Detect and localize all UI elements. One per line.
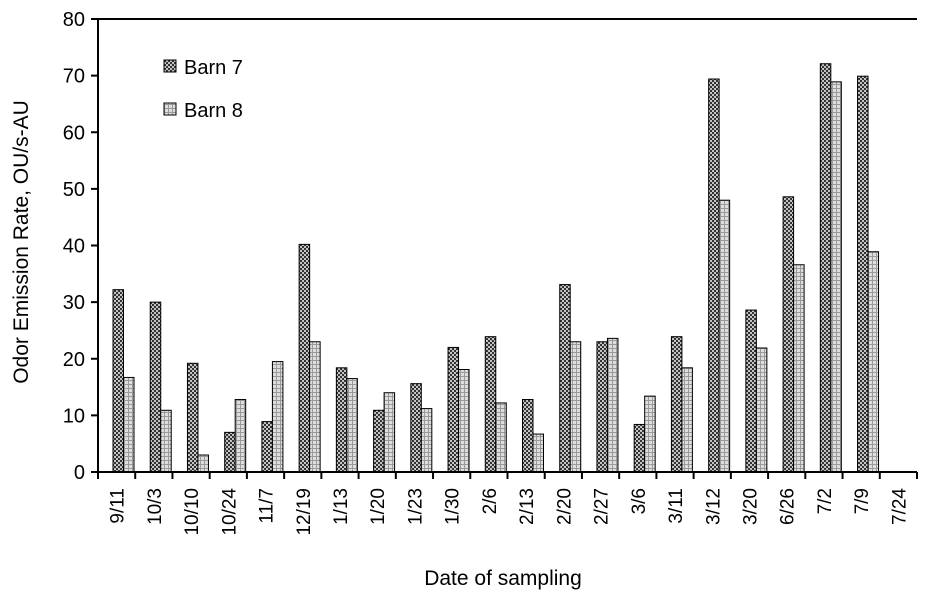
bar-barn-7 — [745, 309, 757, 473]
bar-barn-8 — [681, 367, 693, 473]
bar-barn-8 — [569, 341, 582, 473]
x-tick-label: 12/19 — [294, 488, 315, 536]
bar-barn-7 — [224, 431, 236, 473]
y-tick-label: 70 — [63, 66, 85, 88]
y-tick-label: 0 — [74, 462, 85, 484]
y-tick-labels: 0 10 20 30 40 50 60 70 80 — [63, 9, 85, 484]
bars-layer — [112, 63, 880, 473]
bar-barn-8 — [644, 395, 656, 473]
bar-barn-8 — [309, 341, 321, 473]
x-tick-label: 7/2 — [815, 488, 836, 514]
bar-barn-8 — [346, 378, 358, 473]
bar-barn-7 — [149, 301, 162, 473]
bar-barn-8 — [606, 337, 619, 473]
x-tick-label: 10/3 — [145, 488, 166, 525]
y-tick-label: 80 — [63, 9, 85, 31]
bar-barn-8 — [271, 361, 284, 473]
bar-barn-7 — [186, 362, 199, 473]
bar-barn-8 — [718, 199, 731, 473]
bar-barn-7 — [708, 78, 720, 473]
bar-barn-7 — [522, 399, 534, 473]
legend-label: Barn 7 — [184, 57, 243, 79]
bar-barn-7 — [410, 383, 422, 473]
bar-barn-8 — [867, 251, 880, 473]
y-tick-label: 30 — [63, 292, 85, 314]
x-axis-title: Date of sampling — [424, 567, 582, 590]
bar-barn-8 — [458, 369, 470, 473]
x-tick-label: 3/11 — [666, 488, 687, 524]
x-tick-label: 11/7 — [257, 488, 278, 524]
axes-layer — [91, 18, 918, 479]
legend: Barn 7 Barn 8 — [163, 57, 243, 122]
x-tick-label: 10/24 — [219, 488, 240, 536]
legend-swatch-barn-7 — [163, 59, 177, 73]
bar-barn-7 — [484, 336, 497, 473]
bar-barn-7 — [447, 346, 460, 473]
x-tick-label: 3/20 — [740, 488, 761, 525]
x-tick-label: 10/10 — [182, 488, 203, 536]
y-tick-label: 50 — [63, 179, 85, 201]
x-tick-label: 2/6 — [480, 488, 501, 514]
x-tick-label: 2/20 — [554, 488, 575, 525]
bar-barn-8 — [532, 433, 544, 473]
bar-barn-8 — [197, 454, 209, 473]
bar-barn-7 — [596, 341, 608, 473]
bar-barn-7 — [261, 421, 273, 473]
x-tick-label: 3/6 — [629, 488, 650, 514]
bar-barn-7 — [298, 243, 311, 473]
legend-swatch-barn-8 — [163, 102, 177, 116]
x-tick-label: 1/23 — [405, 488, 426, 525]
bar-barn-7 — [857, 75, 869, 473]
bar-barn-8 — [420, 408, 433, 473]
bar-barn-7 — [335, 367, 348, 473]
y-tick-label: 10 — [63, 405, 85, 427]
bar-barn-7 — [819, 63, 832, 473]
x-tick-label: 1/30 — [443, 488, 464, 525]
x-tick-label: 2/27 — [592, 488, 613, 525]
x-tick-label: 7/9 — [852, 488, 873, 514]
bar-barn-8 — [830, 81, 842, 473]
bar-barn-8 — [495, 402, 507, 473]
y-axis-title: Odor Emission Rate, OU/s-AU — [10, 100, 33, 384]
x-tick-label: 2/13 — [517, 488, 538, 525]
bar-barn-8 — [793, 264, 805, 473]
bar-barn-7 — [112, 289, 124, 473]
x-tick-label: 7/24 — [889, 488, 910, 525]
y-tick-label: 40 — [63, 236, 85, 258]
x-tick-labels: 9/11 10/3 10/10 10/24 11/7 12/19 1/13 1/20 1/23 1… — [108, 488, 911, 536]
x-tick-label: 1/20 — [368, 488, 389, 525]
x-tick-label: 3/12 — [703, 488, 724, 525]
bar-barn-8 — [160, 409, 172, 473]
legend-label: Barn 8 — [184, 100, 243, 122]
bar-barn-7 — [633, 423, 646, 473]
bar-barn-8 — [755, 347, 768, 473]
bar-barn-8 — [234, 399, 247, 473]
bar-barn-7 — [559, 284, 571, 473]
x-tick-label: 1/13 — [331, 488, 352, 525]
x-tick-label: 9/11 — [108, 488, 129, 524]
y-tick-label: 60 — [63, 122, 85, 144]
x-tick-label: 6/26 — [778, 488, 799, 525]
bar-barn-8 — [383, 392, 396, 473]
bar-barn-7 — [373, 409, 385, 473]
bar-barn-7 — [782, 196, 795, 473]
y-tick-label: 20 — [63, 349, 85, 371]
bar-barn-8 — [123, 376, 135, 473]
bar-barn-7 — [670, 336, 683, 473]
